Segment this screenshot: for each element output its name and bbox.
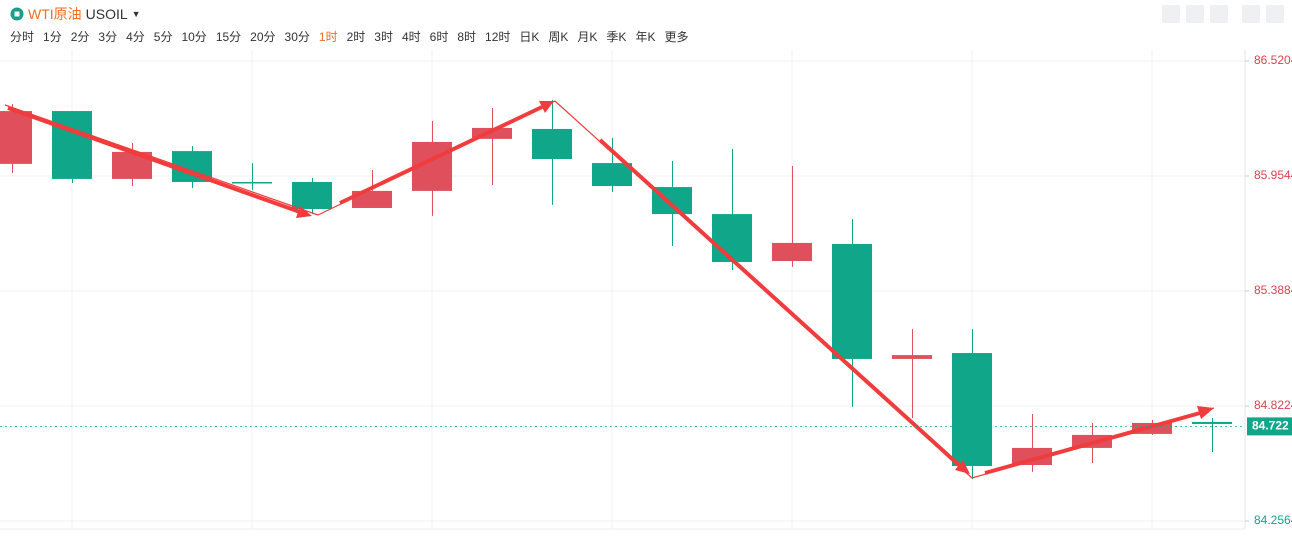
tool-button[interactable] [1162, 5, 1180, 23]
period-tab[interactable]: 2分 [70, 30, 90, 44]
period-tab[interactable]: 6时 [429, 30, 449, 44]
candle-body [712, 214, 752, 263]
period-tab[interactable]: 季K [606, 30, 627, 44]
y-tick-label: 84.8224 [1254, 398, 1292, 412]
period-tab[interactable]: 5分 [153, 30, 173, 44]
last-price-box [1247, 417, 1292, 436]
y-tick-label: 84.2564 [1254, 513, 1292, 527]
y-tick-label: 86.5204 [1254, 53, 1292, 67]
candle-body [892, 355, 932, 359]
dropdown-arrow: ▼ [131, 9, 141, 19]
y-tick-label: 85.3884 [1254, 283, 1292, 297]
period-tab[interactable]: 1分 [43, 30, 62, 44]
symbol-title[interactable]: WTI原油 USOIL ▼ [10, 4, 141, 24]
trend-annotations [4, 100, 1215, 479]
y-tick-label: 85.9544 [1254, 168, 1292, 182]
period-tab[interactable]: 15分 [215, 30, 242, 44]
tool-button[interactable] [1242, 5, 1260, 23]
period-tabs: 分时 1分 2分 3分 4分 5分 10分 15分 20分 30分 1时 2时 3时 4时 6时 8时 12时日… [10, 28, 688, 45]
candles [0, 99, 1232, 480]
candle-body [232, 181, 272, 184]
tool-button[interactable] [1210, 5, 1228, 23]
period-tab[interactable]: 4分 [126, 30, 145, 44]
candle-body [532, 128, 572, 160]
candle-body [472, 127, 512, 139]
period-tab[interactable]: 30分 [284, 30, 310, 44]
tools [1162, 5, 1284, 23]
period-tab[interactable]: 年K [635, 30, 656, 44]
period-tab[interactable]: 20分 [250, 30, 276, 44]
period-tab[interactable]: 月K [577, 30, 598, 44]
candle-body [352, 190, 392, 208]
candle-body [832, 243, 872, 359]
vertical-grid [0, 50, 1245, 529]
candle-body [1192, 421, 1232, 424]
period-tab[interactable]: 8时 [457, 30, 477, 44]
period-tab[interactable]: 日K [519, 30, 540, 44]
period-tab[interactable]: 更多 [664, 30, 689, 44]
period-tab[interactable]: 2时 [346, 30, 366, 44]
candle-body [952, 353, 992, 467]
tool-button[interactable] [1266, 5, 1284, 23]
period-tab[interactable]: 分时 [10, 30, 35, 44]
period-tab[interactable]: 12时 [485, 30, 511, 44]
period-tab[interactable]: 10分 [181, 30, 207, 44]
period-tab[interactable]: 3分 [98, 30, 118, 44]
candle-body [52, 111, 92, 179]
toolbar: WTI原油 USOIL ▼ 分时 1分 2分 3分 4分 5分 10分 15分 20分 30分 1时… [0, 0, 1292, 50]
symbol-code: USOIL [85, 6, 128, 22]
tool-button[interactable] [1186, 5, 1204, 23]
period-tab[interactable]: 周K [548, 30, 569, 44]
last-price-label: 84.722 [1252, 419, 1289, 433]
symbol: WTI原油 [28, 6, 82, 22]
candle-body [292, 181, 332, 209]
period-tab[interactable]: 4时 [401, 30, 421, 44]
period-tab[interactable]: 3时 [374, 30, 393, 44]
candle-body [592, 163, 632, 187]
candle-body [0, 111, 32, 164]
icon [10, 7, 24, 21]
period-tab[interactable]: 1时 [318, 30, 338, 44]
candle-body [772, 242, 812, 262]
